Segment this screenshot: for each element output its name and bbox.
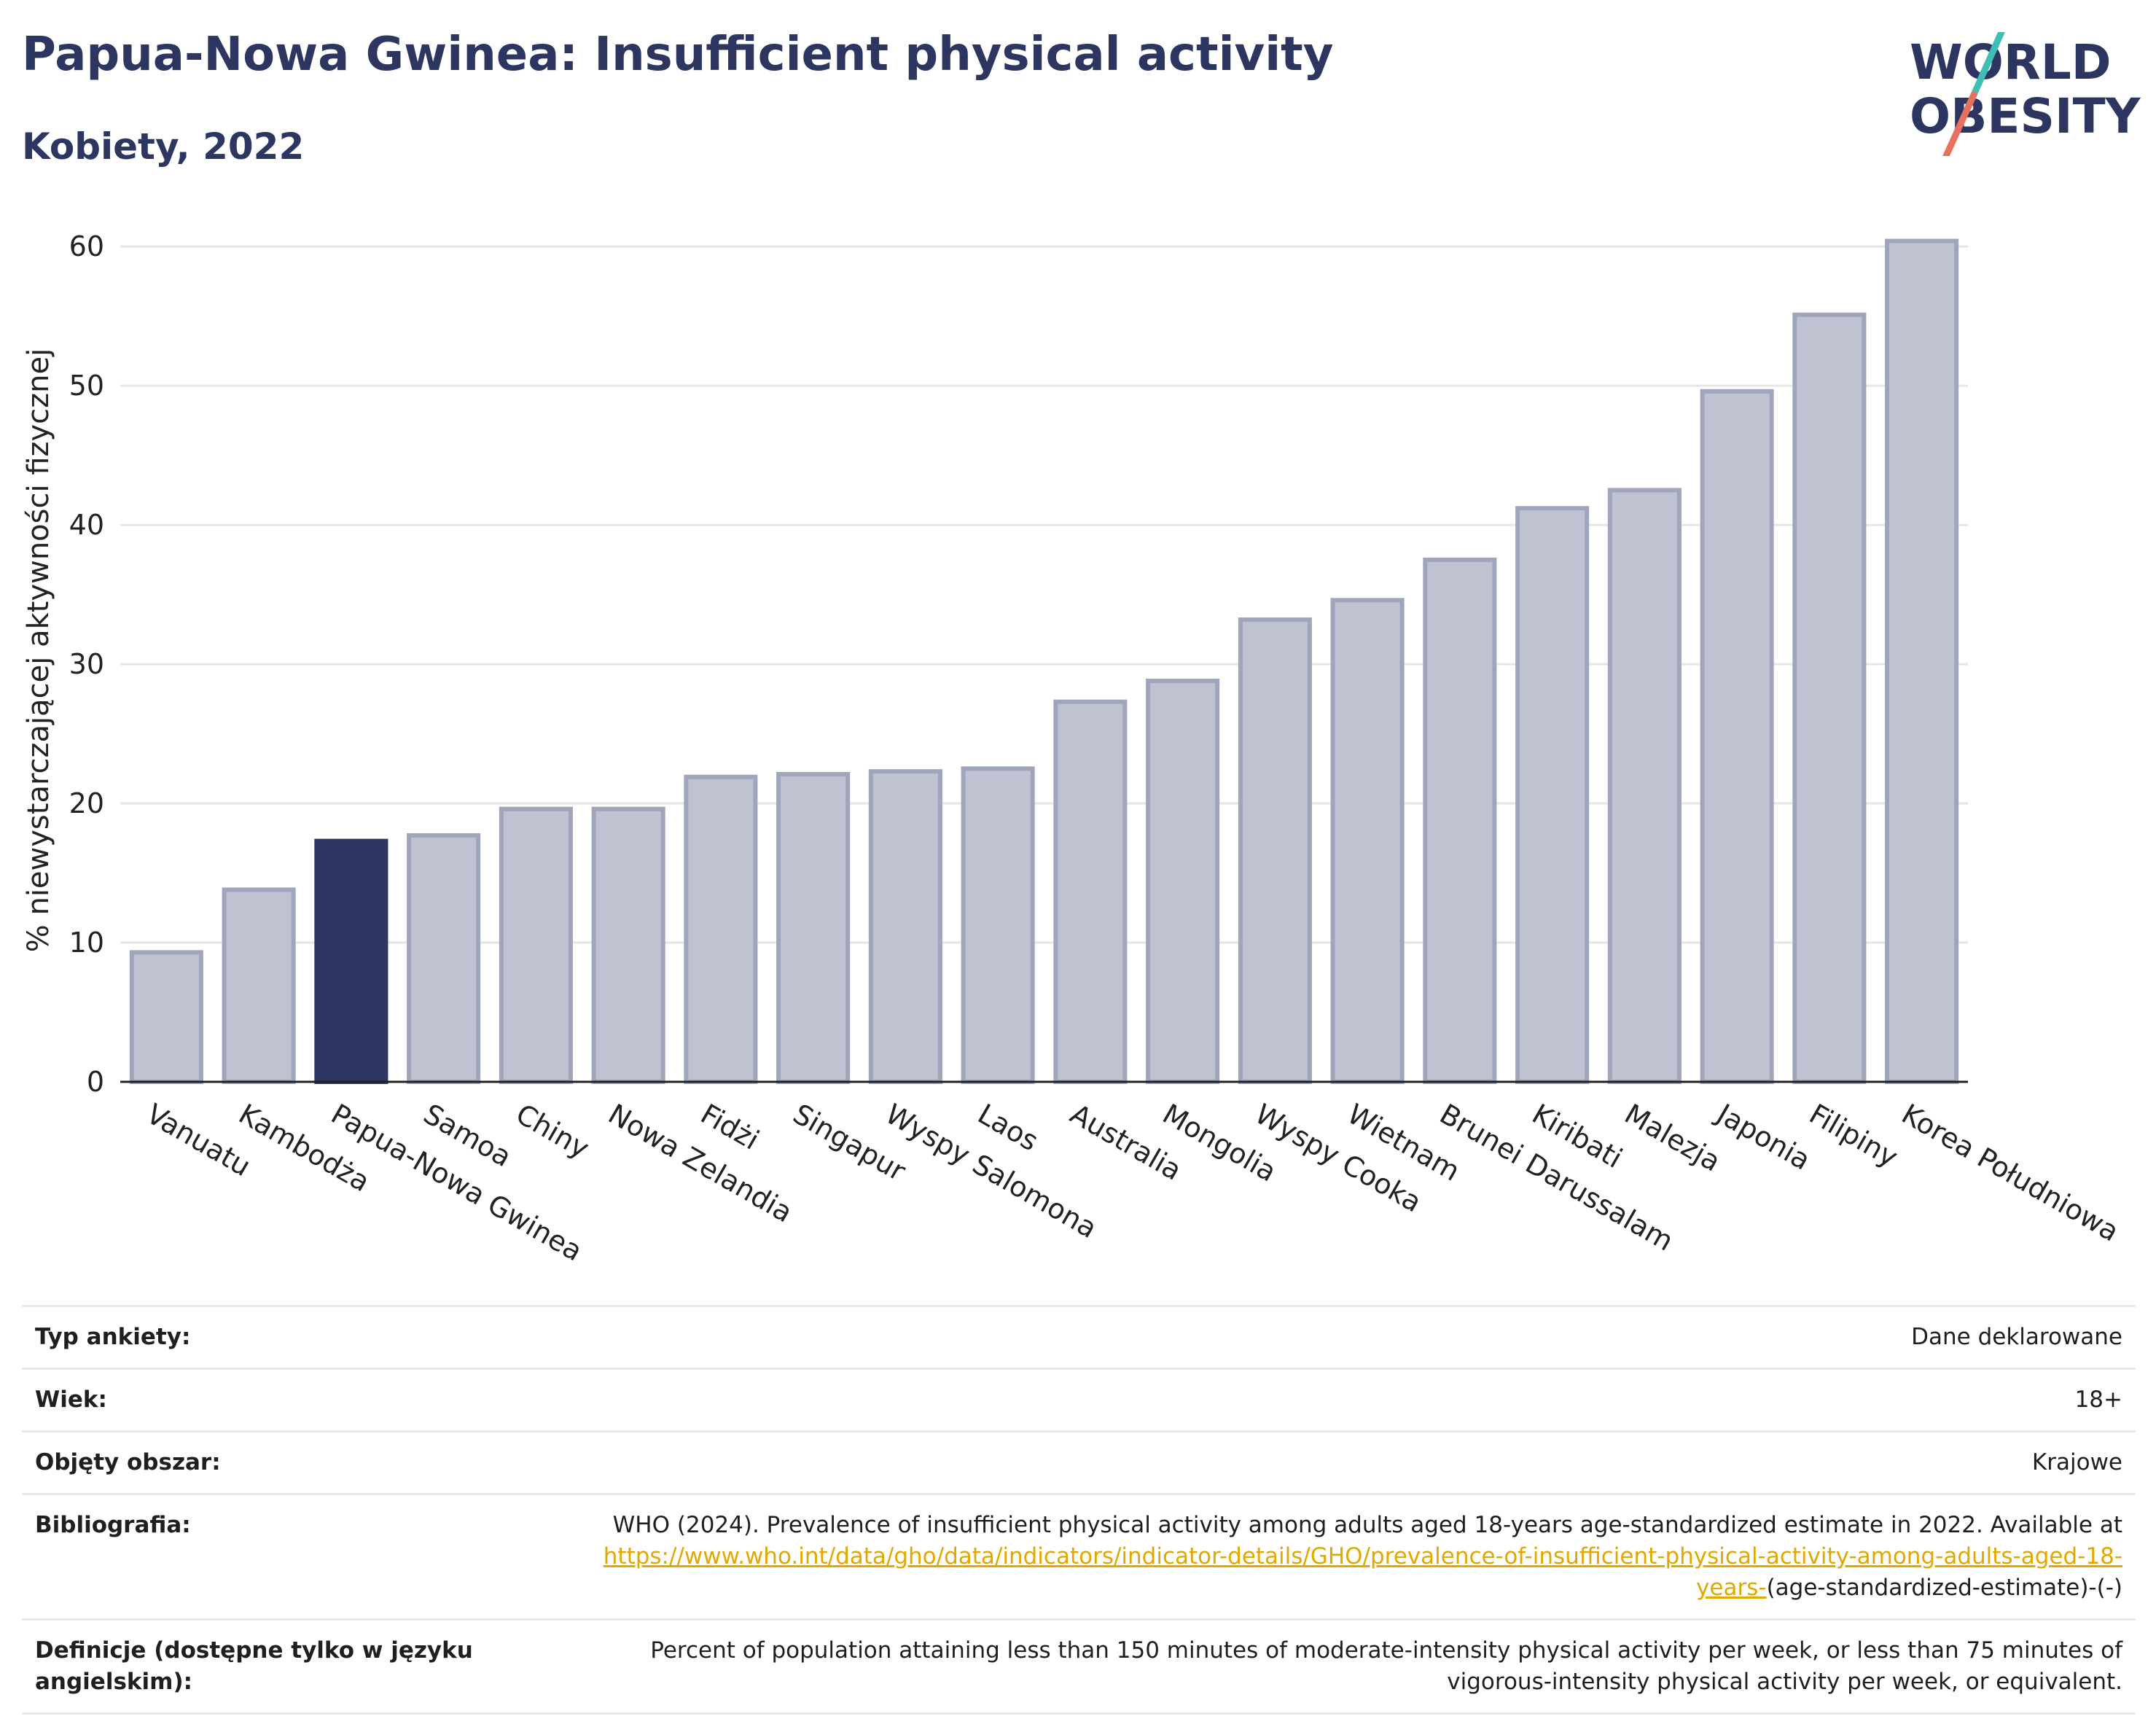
x-tick-label: Chiny <box>510 1098 594 1165</box>
info-row-age: Wiek: 18+ <box>22 1368 2136 1430</box>
x-tick-label: Vanuatu <box>141 1098 256 1182</box>
bibliography-suffix: (age-standardized-estimate)-(-) <box>1766 1575 2122 1601</box>
x-tick-label: Korea Południowa <box>1897 1098 2125 1248</box>
bar-chart: 0 10 20 30 40 50 60 % niewystarczającej aktywno… <box>22 230 2125 1267</box>
world-obesity-logo: WORLD OBESITY <box>1910 32 2141 156</box>
logo-line2: OBESITY <box>1910 88 2141 144</box>
bar <box>407 833 481 1084</box>
y-axis-title: % niewystarczającej aktywności fizycznej <box>22 348 55 953</box>
bar <box>499 806 573 1085</box>
bibliography-text: WHO (2024). Prevalence of insufficient p… <box>612 1512 2122 1538</box>
info-key: Definicje (dostępne tylko w języku angie… <box>35 1637 473 1695</box>
info-key: Bibliografia: <box>35 1512 191 1538</box>
info-row-coverage: Objęty obszar: Krajowe <box>22 1430 2136 1493</box>
x-tick-label: Japonia <box>1710 1097 1816 1177</box>
info-value: 18+ <box>2074 1387 2122 1413</box>
bar <box>776 771 851 1084</box>
chart-title: Papua-Nowa Gwinea: Insufficient physical… <box>22 28 1334 82</box>
bar <box>314 838 388 1085</box>
bar <box>961 766 1035 1085</box>
info-row-bibliography: Bibliografia: WHO (2024). Prevalence of … <box>22 1493 2136 1618</box>
y-tick-label: 20 <box>69 787 104 819</box>
info-value: Krajowe <box>2031 1449 2122 1475</box>
info-row-definition: Definicje (dostępne tylko w języku angie… <box>22 1618 2136 1715</box>
bar <box>1700 389 1774 1084</box>
bar <box>222 887 296 1084</box>
info-value: Dane deklarowane <box>1911 1324 2122 1350</box>
info-key: Wiek: <box>35 1387 107 1413</box>
bar <box>1515 506 1590 1084</box>
info-value: WHO (2024). Prevalence of insufficient p… <box>541 1510 2122 1604</box>
logo-slash-top <box>1970 32 2005 98</box>
bar <box>684 774 758 1084</box>
y-tick-label: 40 <box>69 509 104 541</box>
logo-line1: WORLD <box>1910 34 2112 90</box>
info-key: Typ ankiety: <box>35 1324 191 1350</box>
bar <box>129 950 203 1085</box>
x-tick-label: Filipiny <box>1804 1098 1903 1174</box>
bar <box>1792 312 1867 1085</box>
x-tick-label: Malezja <box>1619 1098 1726 1178</box>
info-key: Objęty obszar: <box>35 1449 221 1475</box>
bibliography-link[interactable]: https://www.who.int/data/gho/data/indica… <box>603 1543 2122 1601</box>
bar <box>1330 598 1405 1084</box>
bar <box>1053 699 1128 1084</box>
bar <box>1607 488 1682 1084</box>
y-tick-label: 50 <box>69 370 104 402</box>
bar <box>1885 238 1959 1085</box>
info-row-survey: Typ ankiety: Dane deklarowane <box>22 1305 2136 1368</box>
bar <box>591 806 665 1085</box>
chart-subtitle: Kobiety, 2022 <box>22 125 305 168</box>
y-tick-label: 30 <box>69 648 104 680</box>
info-value: Percent of population attaining less tha… <box>650 1637 2122 1695</box>
bar <box>868 769 942 1085</box>
logo-slash-bottom <box>1942 91 1977 156</box>
bar <box>1238 617 1312 1084</box>
info-table: Typ ankiety: Dane deklarowane Wiek: 18+ … <box>22 1305 2136 1715</box>
y-tick-label: 10 <box>69 927 104 959</box>
y-tick-label: 0 <box>87 1066 104 1098</box>
bar <box>1146 679 1220 1084</box>
bar <box>1423 557 1497 1084</box>
y-tick-label: 60 <box>69 230 104 262</box>
